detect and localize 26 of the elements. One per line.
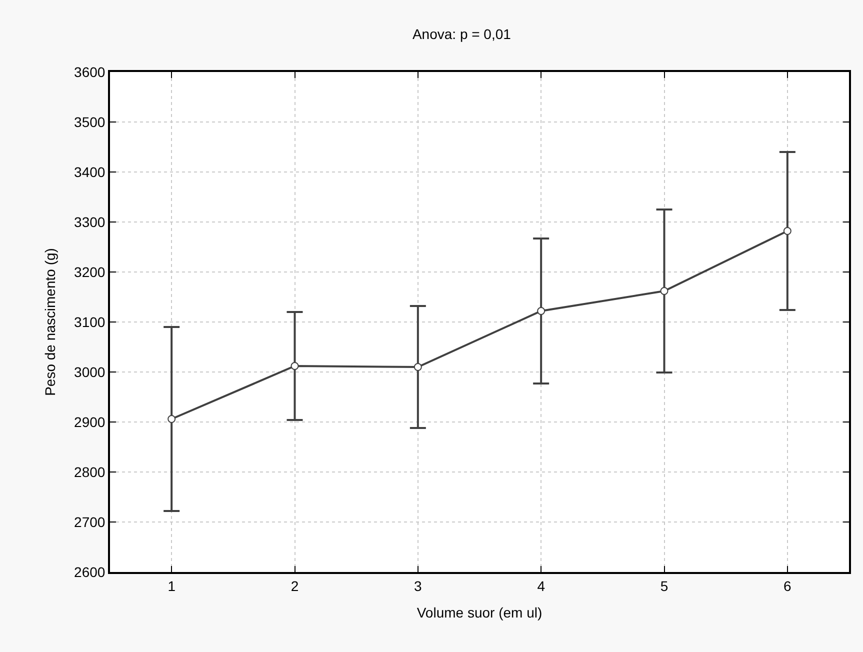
y-axis-title: Peso de nascimento (g): [42, 248, 58, 396]
y-tick-label: 2900: [74, 414, 106, 430]
y-tick-label: 3600: [74, 64, 106, 80]
y-tick-label: 3000: [74, 364, 106, 380]
point: [537, 307, 546, 315]
x-tick-label: 3: [414, 578, 422, 594]
x-tick-label: 6: [784, 578, 792, 594]
x-tick-label: 2: [290, 578, 299, 594]
point: [660, 287, 668, 295]
point: [290, 362, 299, 370]
point: [783, 227, 792, 235]
y-tick-label: 3100: [74, 314, 106, 330]
y-tick-label: 2600: [74, 564, 106, 580]
point: [414, 363, 422, 371]
y-tick-label: 3400: [74, 164, 106, 180]
x-tick-label: 4: [537, 578, 546, 594]
y-tick-label: 3200: [74, 264, 106, 280]
y-tick-label: 3300: [74, 214, 106, 230]
x-tick-label: 1: [168, 578, 176, 594]
point: [168, 415, 176, 423]
x-tick-label: 5: [660, 578, 668, 594]
y-tick-label: 2800: [74, 464, 106, 480]
x-axis-title: Volume suor (em ul): [416, 604, 542, 621]
chart-title: Anova: p = 0,01: [412, 26, 512, 42]
y-tick-label: 3500: [74, 114, 106, 130]
y-tick-label: 2700: [74, 514, 106, 530]
